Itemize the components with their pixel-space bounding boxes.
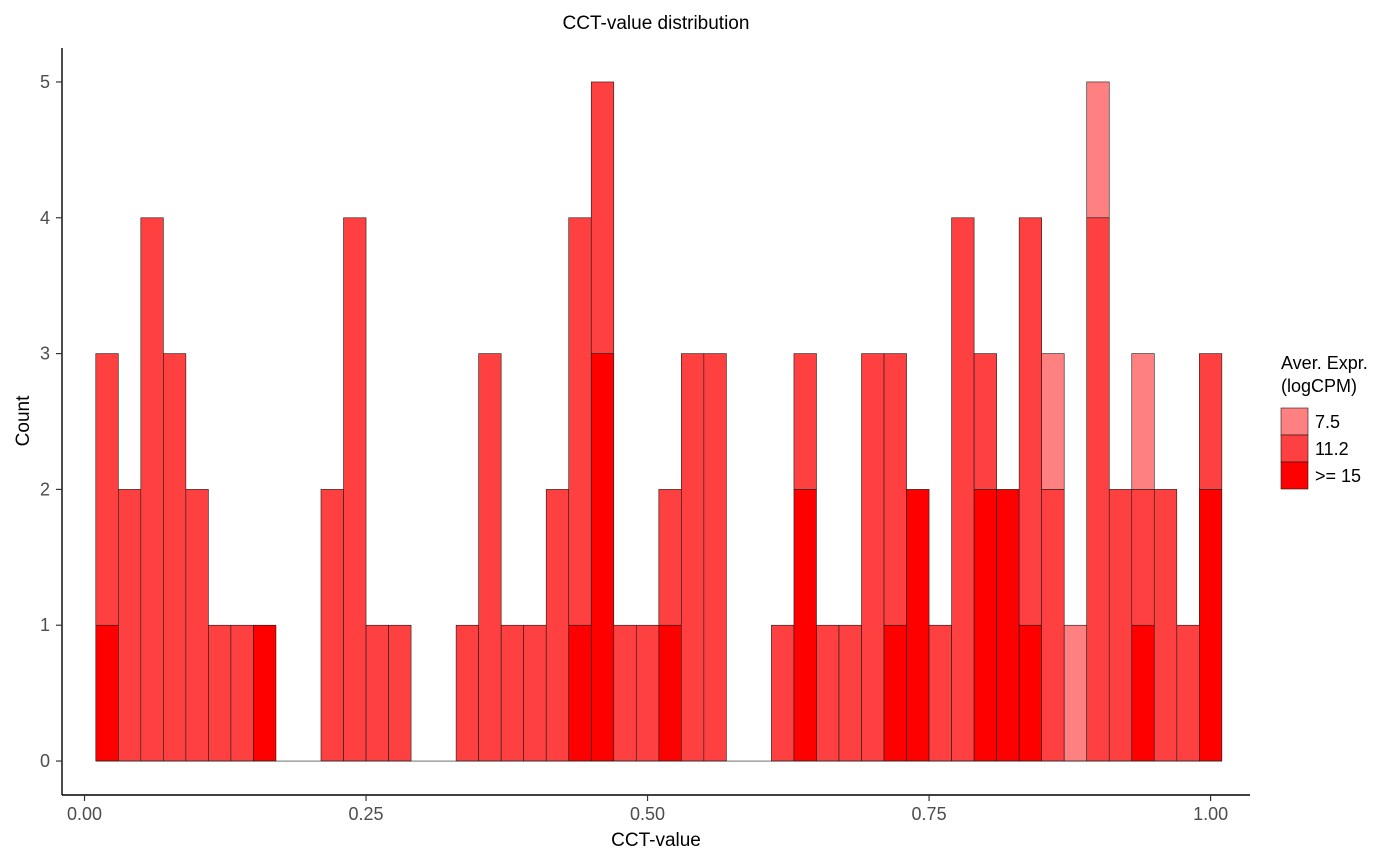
bar-segment (95, 353, 119, 626)
bar-segment (1153, 489, 1178, 762)
bar-segment (1131, 624, 1155, 762)
y-axis-label: Count (13, 395, 34, 446)
bar-segment (545, 489, 570, 762)
bar-segment (365, 624, 389, 762)
legend-key (1280, 461, 1309, 490)
x-tick-label: 0.00 (67, 804, 102, 824)
y-tick-label: 1 (40, 615, 50, 635)
legend-title-line-2: (logCPM) (1281, 376, 1357, 396)
legend-key (1280, 407, 1309, 436)
legend-label: >= 15 (1315, 466, 1361, 486)
bar-segment (500, 624, 524, 762)
bar-segment (230, 624, 254, 762)
y-tick-label: 3 (40, 344, 50, 364)
bar-segment (793, 489, 817, 762)
bar-segment (388, 624, 412, 762)
bar-segment (883, 353, 907, 626)
chart-title: CCT-value distribution (563, 13, 750, 34)
bar-segment (883, 624, 907, 762)
bar-segment (1108, 489, 1133, 762)
bar-segment (455, 624, 479, 762)
bar-segment (996, 489, 1020, 762)
bar-segment (635, 624, 660, 762)
bar-segment (568, 624, 592, 762)
x-tick-label: 1.00 (1193, 804, 1228, 824)
bar-segment (1086, 217, 1110, 762)
x-tick-label: 0.25 (349, 804, 384, 824)
bar-segment (771, 624, 795, 762)
x-axis-label: CCT-value (611, 830, 701, 851)
x-tick-label: 0.75 (912, 804, 947, 824)
bar-segment (793, 353, 817, 490)
bar-segment (906, 489, 930, 762)
legend: Aver. Expr. (logCPM) 7.5 11.2 >= 15 (1280, 353, 1368, 490)
bar-segment (1063, 624, 1088, 762)
bar-segment (163, 353, 187, 762)
bar-segment (343, 217, 367, 762)
bar-segment (973, 489, 997, 762)
y-tick-label: 2 (40, 479, 50, 499)
bar-segment (681, 353, 705, 762)
bar-segment (1199, 353, 1223, 490)
bar-segment (478, 353, 502, 762)
bar-segment (658, 489, 682, 626)
bar-segment (568, 217, 592, 626)
bar-segment (1131, 353, 1155, 490)
bar-segment (973, 353, 997, 490)
bar-segment (613, 624, 637, 762)
bar-segment (658, 624, 682, 762)
bar-segment (861, 353, 885, 762)
bar-segment (1199, 489, 1223, 762)
bar-segment (590, 81, 615, 354)
legend-label: 11.2 (1315, 439, 1349, 459)
bar-segment (951, 217, 975, 762)
bar-segment (185, 489, 209, 762)
bar-segment (253, 624, 277, 762)
bar-segment (208, 624, 232, 762)
legend-key (1280, 434, 1309, 463)
y-tick-label: 5 (40, 72, 50, 92)
bar-layer (95, 81, 1223, 762)
x-tick-layer: 0.00 0.25 0.50 0.75 1.00 (67, 795, 1228, 824)
bar-segment (320, 489, 344, 762)
bar-segment (1176, 624, 1200, 762)
bar-segment (1041, 489, 1065, 762)
bar-segment (838, 624, 862, 762)
bar-segment (1086, 81, 1110, 219)
legend-label: 7.5 (1315, 412, 1340, 432)
bar-segment (1018, 217, 1042, 626)
legend-title-line-1: Aver. Expr. (1281, 353, 1368, 373)
bar-segment (140, 217, 164, 762)
bar-segment (523, 624, 547, 762)
bar-segment (816, 624, 840, 762)
bar-segment (95, 624, 119, 762)
y-tick-label: 4 (40, 208, 50, 228)
y-tick-layer: 0 1 2 3 4 5 (40, 72, 62, 771)
bar-segment (118, 489, 142, 762)
bar-segment (928, 624, 952, 762)
bar-segment (703, 353, 727, 762)
bar-segment (1041, 353, 1065, 490)
bar-segment (590, 353, 615, 762)
y-tick-label: 0 (40, 751, 50, 771)
bar-segment (1131, 489, 1155, 626)
x-tick-label: 0.50 (630, 804, 665, 824)
bar-segment (1018, 624, 1042, 762)
